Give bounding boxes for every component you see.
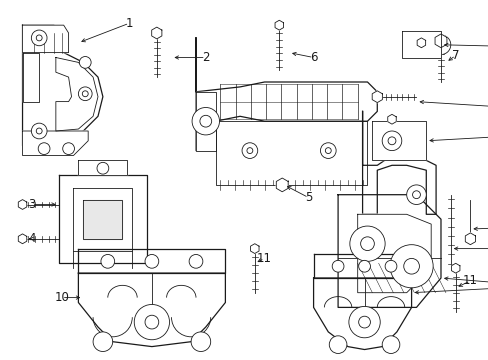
Circle shape (93, 332, 112, 351)
Circle shape (331, 260, 343, 272)
Polygon shape (337, 195, 440, 307)
Polygon shape (274, 20, 283, 30)
Polygon shape (22, 25, 68, 53)
Polygon shape (196, 38, 377, 150)
Text: 7: 7 (451, 49, 459, 62)
Polygon shape (18, 234, 27, 244)
Circle shape (200, 115, 211, 127)
Circle shape (38, 143, 50, 154)
Polygon shape (78, 273, 225, 347)
Polygon shape (387, 114, 395, 124)
Polygon shape (59, 175, 147, 263)
Circle shape (246, 148, 252, 153)
Circle shape (62, 143, 74, 154)
Polygon shape (313, 278, 411, 350)
Text: 5: 5 (305, 191, 312, 204)
Text: 2: 2 (202, 51, 209, 64)
Polygon shape (18, 199, 27, 210)
Circle shape (36, 35, 42, 41)
Polygon shape (196, 92, 215, 150)
Circle shape (101, 255, 114, 268)
Polygon shape (78, 161, 127, 175)
Text: 1: 1 (125, 17, 133, 30)
Text: 4: 4 (28, 232, 36, 245)
Polygon shape (215, 121, 367, 185)
Text: 11: 11 (462, 274, 477, 287)
Circle shape (403, 258, 419, 274)
Polygon shape (465, 233, 474, 245)
Text: 6: 6 (309, 51, 317, 64)
Circle shape (320, 143, 335, 158)
Polygon shape (250, 244, 259, 253)
Text: 10: 10 (54, 291, 69, 304)
Circle shape (430, 35, 450, 55)
Polygon shape (151, 27, 162, 39)
Circle shape (328, 336, 346, 354)
Circle shape (387, 137, 395, 145)
Circle shape (36, 128, 42, 134)
Polygon shape (450, 263, 459, 273)
Polygon shape (313, 253, 411, 278)
Circle shape (349, 226, 385, 261)
Circle shape (242, 143, 257, 158)
Circle shape (325, 148, 330, 153)
Circle shape (358, 316, 370, 328)
Circle shape (78, 87, 92, 100)
Polygon shape (73, 188, 132, 251)
Text: 3: 3 (29, 198, 36, 211)
Polygon shape (83, 199, 122, 239)
Circle shape (191, 332, 210, 351)
Circle shape (389, 245, 432, 288)
Circle shape (145, 255, 159, 268)
Polygon shape (357, 214, 430, 293)
Polygon shape (416, 38, 425, 48)
Polygon shape (276, 178, 287, 192)
Circle shape (79, 57, 91, 68)
Circle shape (382, 131, 401, 150)
Polygon shape (362, 111, 435, 214)
Circle shape (358, 260, 370, 272)
Circle shape (82, 91, 88, 97)
Polygon shape (78, 249, 225, 273)
Circle shape (31, 123, 47, 139)
Circle shape (360, 237, 374, 251)
Circle shape (406, 185, 426, 204)
Circle shape (145, 315, 159, 329)
Polygon shape (22, 53, 39, 102)
Circle shape (31, 30, 47, 46)
Circle shape (189, 255, 203, 268)
Circle shape (134, 305, 169, 340)
Circle shape (412, 191, 420, 199)
Polygon shape (372, 121, 426, 161)
Polygon shape (371, 91, 382, 103)
Polygon shape (434, 34, 446, 48)
Circle shape (385, 260, 396, 272)
Polygon shape (22, 25, 102, 146)
Circle shape (348, 306, 380, 338)
Text: 11: 11 (257, 252, 271, 265)
Circle shape (382, 336, 399, 354)
Polygon shape (56, 58, 98, 131)
Polygon shape (401, 31, 440, 58)
Polygon shape (22, 131, 88, 156)
Circle shape (192, 108, 219, 135)
Circle shape (97, 162, 108, 174)
